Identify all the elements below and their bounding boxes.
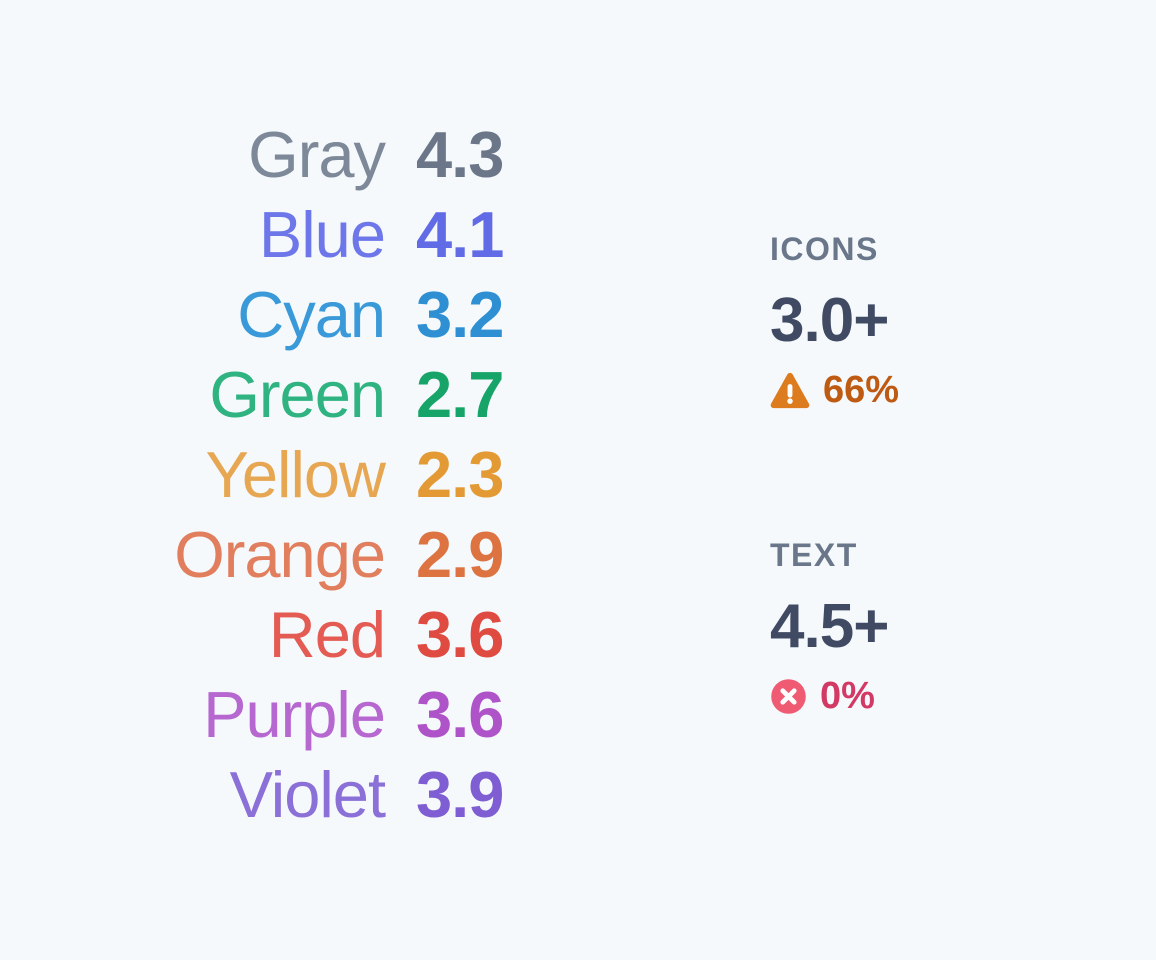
error-circle-icon	[770, 678, 807, 715]
contrast-value: 3.6	[416, 598, 504, 671]
contrast-value: 2.3	[416, 438, 504, 511]
contrast-value: 3.9	[416, 758, 504, 831]
contrast-value: 2.9	[416, 518, 504, 591]
contrast-value: 4.3	[416, 118, 504, 191]
color-row-blue: Blue 4.1	[0, 195, 504, 275]
icons-requirement-heading: ICONS	[770, 231, 879, 267]
color-name: Yellow	[205, 438, 386, 511]
color-name: Red	[268, 598, 386, 671]
contrast-value: 4.1	[416, 198, 504, 271]
color-row-red: Red 3.6	[0, 595, 505, 675]
contrast-value: 3.6	[416, 678, 504, 751]
color-name: Cyan	[237, 278, 386, 351]
contrast-value: 2.7	[416, 358, 504, 431]
color-row-gray: Gray 4.3	[0, 115, 504, 195]
color-row-cyan: Cyan 3.2	[0, 275, 504, 355]
icons-pass-rate-value: 66%	[823, 369, 900, 411]
color-contrast-list: Gray 4.3 Blue 4.1 Cyan 3.2 Green 2.7 Yel…	[0, 115, 505, 835]
color-row-orange: Orange 2.9	[0, 515, 504, 595]
color-name: Blue	[258, 198, 386, 271]
color-name: Violet	[229, 758, 386, 831]
icons-threshold-value: 3.0+	[770, 286, 889, 355]
text-requirement: TEXT 4.5+ 0%	[770, 538, 1110, 716]
color-row-yellow: Yellow 2.3	[0, 435, 504, 515]
text-requirement-heading: TEXT	[770, 537, 858, 573]
warning-triangle-icon	[770, 372, 810, 409]
text-pass-rate-value: 0%	[820, 675, 875, 717]
requirements-panel: ICONS 3.0+ 66% TEXT 4.5+	[770, 232, 1110, 716]
color-name: Purple	[203, 678, 386, 751]
color-name: Orange	[174, 518, 386, 591]
contrast-value: 3.2	[416, 278, 504, 351]
icons-requirement: ICONS 3.0+ 66%	[770, 232, 1110, 410]
color-row-purple: Purple 3.6	[0, 675, 504, 755]
icons-pass-rate-badge: 66%	[770, 370, 1110, 410]
color-name: Gray	[248, 118, 386, 191]
color-row-violet: Violet 3.9	[0, 755, 505, 835]
color-name: Green	[209, 358, 386, 431]
text-threshold-value: 4.5+	[770, 592, 889, 661]
text-pass-rate-badge: 0%	[770, 676, 1110, 716]
color-row-green: Green 2.7	[0, 355, 504, 435]
